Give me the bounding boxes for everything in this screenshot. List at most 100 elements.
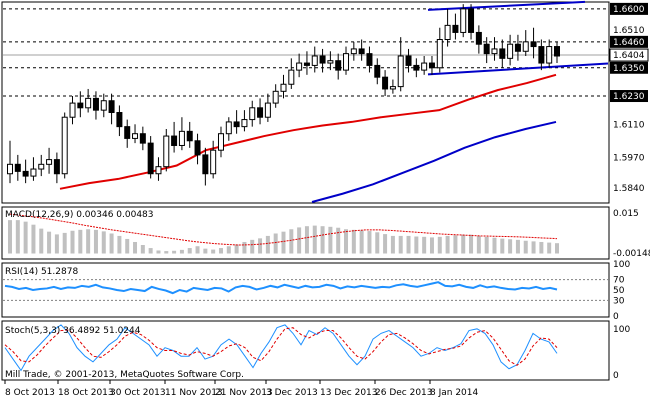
macd-histogram-bar <box>265 235 270 254</box>
time-tick-label: 8 Jan 2014 <box>430 388 478 398</box>
candle-body <box>147 142 154 175</box>
candle-body <box>499 48 506 59</box>
candle-body <box>421 62 428 71</box>
candlestick <box>554 41 560 64</box>
rsi-line <box>4 281 558 295</box>
candle-body <box>530 41 537 48</box>
candle-body <box>296 62 303 71</box>
candle-body <box>413 64 420 71</box>
candlestick <box>46 147 53 174</box>
macd-histogram-bar <box>109 233 114 254</box>
candlestick <box>257 98 264 125</box>
candle-body <box>257 107 264 118</box>
candlestick <box>22 159 29 184</box>
candlestick <box>124 119 131 148</box>
macd-histogram-bar <box>15 220 20 254</box>
macd-histogram-bar <box>297 227 302 254</box>
candle-body <box>202 154 209 175</box>
candlestick <box>436 27 443 73</box>
candle-body <box>46 159 53 165</box>
macd-histogram-bar <box>453 235 458 254</box>
rsi-tick-label: 50 <box>613 286 625 296</box>
macd-histogram-bar <box>437 236 442 254</box>
macd-histogram-bar <box>86 229 91 254</box>
candlestick <box>428 55 435 75</box>
candlestick <box>288 58 295 89</box>
macd-histogram-bar <box>523 240 528 254</box>
candlestick <box>366 46 373 73</box>
candle-body <box>233 121 240 128</box>
rsi-tick-label: 30 <box>613 296 625 306</box>
macd-label: MACD(12,26,9) 0.00346 0.00483 <box>5 210 154 220</box>
price-tick-label: 1.5970 <box>613 153 645 163</box>
candle-body <box>217 133 224 151</box>
candle-body <box>194 140 201 156</box>
macd-histogram-bar <box>54 234 59 254</box>
candlestick <box>507 34 514 66</box>
time-tick-label: 21 Nov 2013 <box>215 388 273 398</box>
candlestick <box>132 124 139 144</box>
macd-histogram-bar <box>383 234 388 254</box>
macd-histogram-bar <box>445 235 450 254</box>
ma-slow-line <box>311 120 557 203</box>
candle-body <box>100 100 107 111</box>
rsi-tick-label: 70 <box>613 276 625 286</box>
macd-tick-label: 0.015 <box>613 209 639 219</box>
time-tick-label: 11 Nov 2013 <box>165 388 223 398</box>
candle-body <box>444 24 451 41</box>
time-tick-label: 3 Dec 2013 <box>266 388 318 398</box>
candle-body <box>554 46 560 57</box>
macd-histogram-bar <box>172 250 177 254</box>
macd-histogram-bar <box>320 226 325 254</box>
candlestick <box>374 58 381 85</box>
candle-body <box>319 55 326 64</box>
macd-histogram-bar <box>125 238 130 254</box>
candlestick <box>178 117 185 151</box>
macd-histogram-bar <box>250 239 255 254</box>
candle-body <box>288 69 295 85</box>
candlestick <box>202 147 209 186</box>
candlestick <box>186 121 193 148</box>
candle-body <box>366 53 373 66</box>
candle-body <box>374 64 381 78</box>
macd-histogram-bar <box>93 229 98 254</box>
candlestick <box>444 8 451 47</box>
macd-histogram-bar <box>101 231 106 254</box>
macd-histogram-bar <box>531 241 536 254</box>
macd-histogram-bar <box>23 221 28 254</box>
price-panel: 1.6600 1.6510 1.6460 1.6404 1.6350 1.6230 1.61… <box>1 0 649 204</box>
candlestick <box>522 30 529 56</box>
candlestick <box>241 110 248 132</box>
candlestick <box>171 121 178 153</box>
macd-histogram-bar <box>187 248 192 254</box>
candlestick <box>163 128 170 172</box>
candlestick <box>358 39 365 61</box>
macd-histogram-bar <box>328 226 333 254</box>
macd-histogram-bar <box>156 250 161 254</box>
time-tick-label: 30 Oct 2013 <box>110 388 166 398</box>
candlestick <box>546 39 553 68</box>
macd-histogram-bar <box>289 229 294 254</box>
candlestick <box>92 91 99 120</box>
macd-histogram-bar <box>484 236 489 254</box>
macd-histogram-bar <box>148 248 153 254</box>
candle-body <box>132 133 139 139</box>
candlestick <box>405 48 412 73</box>
price-level-box <box>610 35 648 48</box>
candlestick <box>538 39 545 71</box>
channel-lower-line <box>427 62 609 76</box>
stochastic-main-line <box>4 324 558 372</box>
macd-histogram-bar <box>359 230 364 254</box>
candlestick <box>327 51 334 71</box>
candle-body <box>77 102 84 109</box>
candle-body <box>428 62 435 69</box>
candle-body <box>358 48 365 55</box>
candle-body <box>139 133 146 144</box>
candle-body <box>241 119 248 128</box>
time-tick-label: 13 Dec 2013 <box>320 388 378 398</box>
candlestick <box>225 117 232 141</box>
macd-histogram-bar <box>312 225 317 254</box>
macd-histogram-bar <box>211 249 216 254</box>
